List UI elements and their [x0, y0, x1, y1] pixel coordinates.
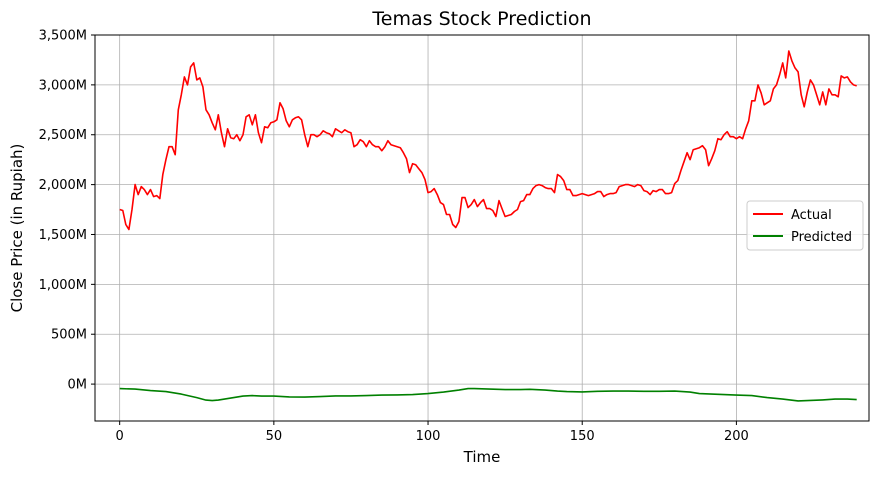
x-tick-label: 100 [416, 429, 441, 444]
y-tick-label: 1,500M [39, 228, 87, 243]
x-tick-label: 50 [266, 429, 283, 444]
x-axis-title: Time [463, 448, 501, 466]
y-tick-label: 2,000M [39, 178, 87, 193]
series-line-predicted [119, 387, 857, 402]
legend-label-actual: Actual [791, 208, 832, 223]
x-tick-label: 200 [724, 429, 749, 444]
series-line-actual [119, 50, 857, 231]
y-tick-label: 0M [68, 378, 88, 393]
y-tick-label: 3,500M [39, 29, 87, 44]
chart-title: Temas Stock Prediction [371, 8, 591, 30]
x-tick-label: 0 [116, 429, 124, 444]
legend: Actual Predicted [746, 200, 864, 251]
legend-label-predicted: Predicted [791, 230, 852, 245]
y-tick-label: 1,000M [39, 278, 87, 293]
series-layer [119, 50, 857, 402]
tick-layer: 0 50 100 150 200 0M 500M 1,000M 1,500M 2,000M 2,50… [39, 29, 749, 445]
y-axis-title: Close Price (in Rupiah) [8, 144, 26, 313]
x-tick-label: 150 [570, 429, 595, 444]
y-tick-label: 3,000M [39, 78, 87, 93]
y-tick-label: 2,500M [39, 128, 87, 143]
grid-layer [95, 34, 869, 421]
y-tick-label: 500M [51, 328, 87, 343]
plot-frame [94, 34, 870, 422]
